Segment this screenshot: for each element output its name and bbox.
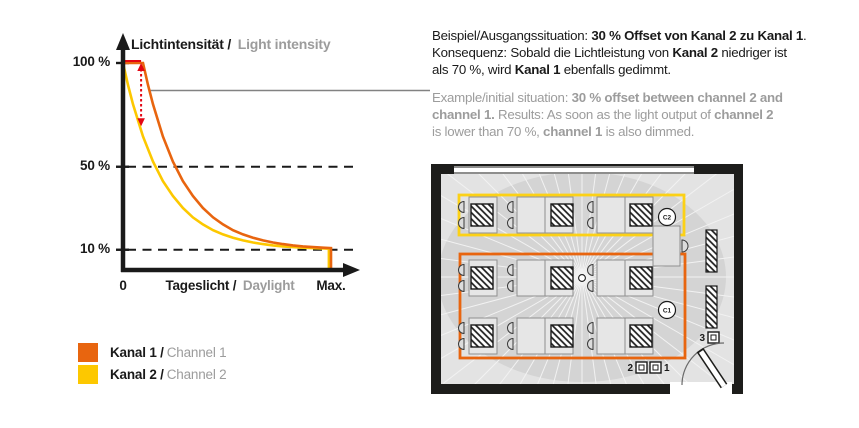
chair [458,263,465,277]
desk [596,317,626,355]
chair [458,321,465,335]
desk [596,196,626,234]
x-axis-title-de: Tageslicht / [165,278,237,293]
chair [507,321,514,335]
chair [458,216,465,230]
legend: Kanal 1 / Channel 1 Kanal 2 / Channel 2 [78,341,227,385]
luminaire [470,203,494,227]
badge-c1: C1 [657,300,677,320]
description-german: Beispiel/Ausgangssituation: 30 % Offset … [432,27,852,78]
luminaire [629,266,653,290]
wall-element-upper [705,229,718,273]
badge-c1-label: C1 [663,308,672,315]
desk [516,317,546,355]
chart-title-de: Lichtintensität / [131,36,232,52]
xtick-zero: 0 [119,278,127,293]
en-line-1: Example/initial situation: 30 % offset b… [432,90,783,105]
luminaire [470,324,494,348]
kanal-1-curve [123,61,333,271]
door [670,342,732,395]
chair [458,337,465,351]
chair [507,263,514,277]
intensity-chart [116,33,430,277]
description-english: Example/initial situation: 30 % offset b… [432,89,852,140]
legend-kanal-1-de: Kanal 1 / [110,344,164,360]
chair [587,337,594,351]
desk [516,196,546,234]
chair [458,200,465,214]
switch-3: 3 [699,331,720,344]
chair [507,337,514,351]
switch-3-label: 3 [699,333,705,344]
luminaire [550,266,574,290]
kanal-1-zone [458,252,687,360]
luminaire [470,266,494,290]
window [454,166,694,174]
chair [507,200,514,214]
ytick-50: 50 % [80,158,110,173]
daylight-sensor [578,274,586,282]
switch-2: 2 [627,361,648,374]
chair [507,216,514,230]
x-axis-title-en: Daylight [242,278,295,293]
description-block: Beispiel/Ausgangssituation: 30 % Offset … [432,27,852,140]
ytick-10: 10 % [80,241,110,256]
legend-kanal-2-de: Kanal 2 / [110,366,164,382]
legend-kanal-2-en: Channel 2 [166,366,227,382]
kanal-1-swatch [78,342,98,362]
chair [587,216,594,230]
cabinet [652,225,689,267]
badge-c2-label: C2 [663,215,672,222]
legend-kanal-1-en: Channel 1 [166,344,227,360]
en-line-3: is lower than 70 %, channel 1 is also di… [432,124,695,139]
desk [516,259,546,297]
y-axis-arrow [116,33,130,50]
luminaire [629,203,653,227]
chair [587,263,594,277]
ytick-100: 100 % [72,54,110,69]
legend-item-kanal-1: Kanal 1 / Channel 1 [78,341,227,363]
kanal-2-zone [457,193,686,237]
luminaire [550,203,574,227]
xtick-max: Max. [316,278,346,293]
switch-1: 1 [649,361,670,374]
x-axis-title: Tageslicht / Daylight [135,278,325,293]
x-axis-arrow [343,263,360,277]
chair [458,279,465,293]
luminaire [550,324,574,348]
offset-arrow [123,60,145,127]
legend-item-kanal-2: Kanal 2 / Channel 2 [78,363,227,385]
de-line-2: Konsequenz: Sobald die Lichtleistung von… [432,45,787,60]
de-line-1: Beispiel/Ausgangssituation: 30 % Offset … [432,28,807,43]
chair [587,321,594,335]
switch-1-label: 1 [664,363,670,374]
chair [507,279,514,293]
wall-element-lower [705,285,718,329]
de-line-3: als 70 %, wird Kanal 1 ebenfalls gedimmt… [432,62,671,77]
chart-title: Lichtintensität / Light intensity [131,36,331,52]
desk [596,259,626,297]
chair [587,279,594,293]
luminaire [629,324,653,348]
badge-c2: C2 [657,207,677,227]
chart-title-en: Light intensity [237,36,331,52]
kanal-2-swatch [78,364,98,384]
switch-2-label: 2 [627,363,633,374]
office-floorplan: C2 C1 3 2 1 [431,164,743,395]
workstations [458,196,654,355]
chair [587,200,594,214]
en-line-2: channel 1. Results: As soon as the light… [432,107,774,122]
